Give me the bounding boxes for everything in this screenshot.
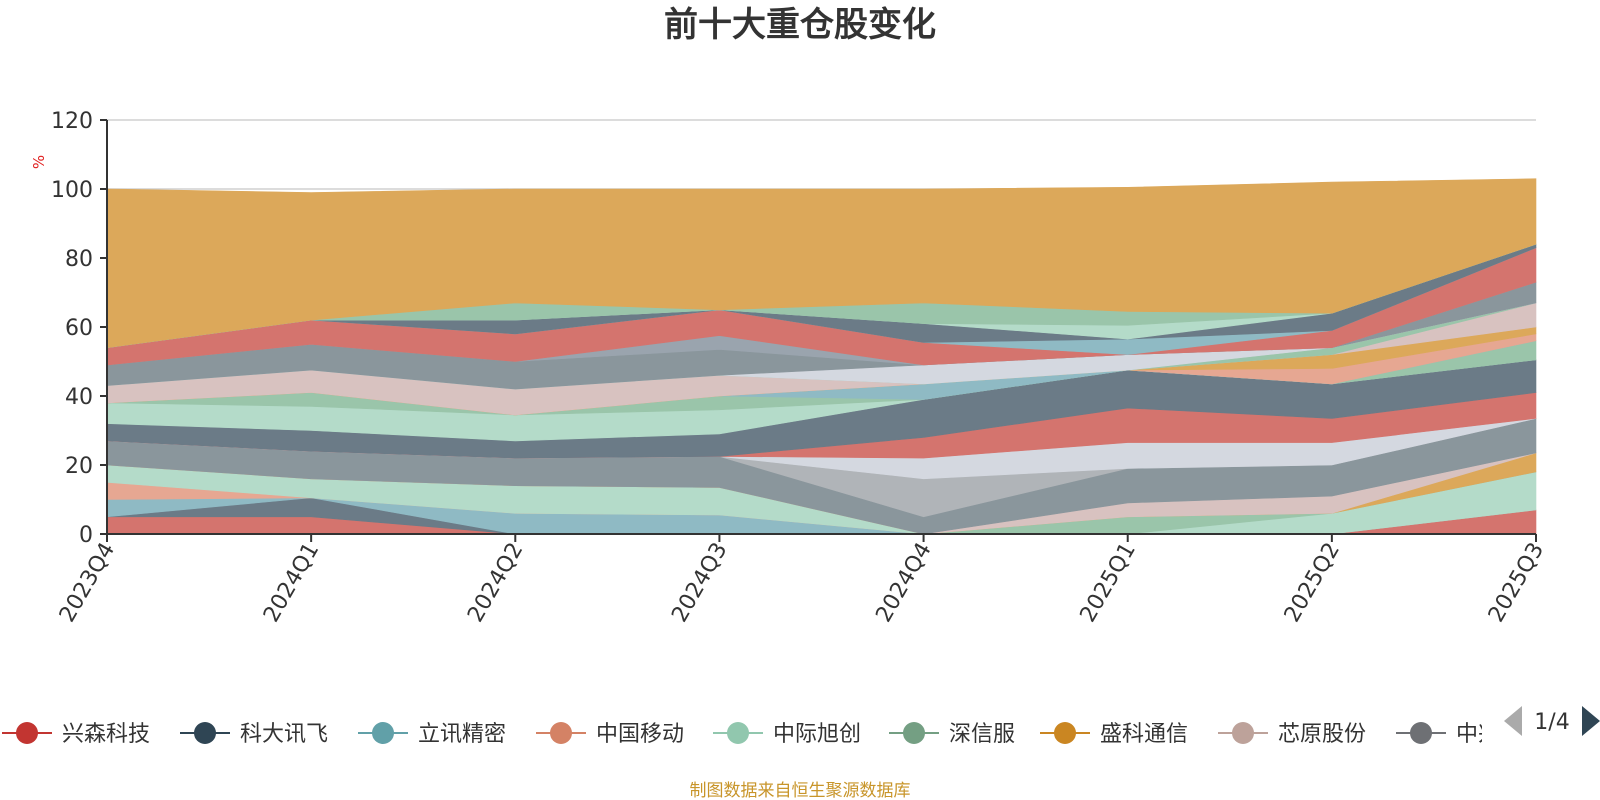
- x-tick-label: 2025Q1: [1076, 539, 1141, 627]
- y-tick-label: 80: [65, 247, 93, 272]
- legend-pager[interactable]: 1/4: [1504, 706, 1600, 736]
- area-layers: [106, 178, 1537, 535]
- legend-marker: [372, 722, 394, 744]
- y-tick-label: 40: [65, 385, 93, 410]
- legend-item[interactable]: 中国移动: [536, 722, 684, 747]
- legend-label: 中国移动: [596, 722, 684, 747]
- y-tick-label: 0: [79, 523, 93, 548]
- y-axis-unit: %: [30, 155, 48, 169]
- legend-label: 盛科通信: [1100, 722, 1188, 747]
- legend-item[interactable]: 兴森科技: [2, 722, 150, 747]
- legend-next-arrow-icon[interactable]: [1582, 706, 1600, 736]
- legend-item[interactable]: 科大讯飞: [180, 722, 328, 747]
- area-layer-28: [106, 178, 1537, 349]
- legend-marker: [1232, 722, 1254, 744]
- x-tick-label: 2023Q4: [55, 539, 120, 627]
- x-tick-label: 2024Q3: [667, 539, 732, 627]
- legend-item[interactable]: 中际旭创: [713, 722, 861, 747]
- x-tick-label: 2025Q3: [1484, 539, 1549, 627]
- legend-item[interactable]: 盛科通信: [1040, 722, 1188, 747]
- x-tick-label: 2025Q2: [1280, 539, 1345, 627]
- y-tick-label: 20: [65, 454, 93, 479]
- legend-item[interactable]: 立讯精密: [358, 722, 506, 747]
- legend-label: 科大讯飞: [240, 722, 328, 747]
- y-tick-label: 60: [65, 316, 93, 341]
- x-tick-labels: 2023Q4 2024Q1 2024Q2 2024Q3 2024Q4 2025Q1 2025…: [55, 539, 1549, 627]
- legend-marker: [16, 722, 38, 744]
- legend-marker: [903, 722, 925, 744]
- data-source-note: 制图数据来自恒生聚源数据库: [690, 781, 911, 800]
- legend-page-indicator: 1/4: [1534, 710, 1569, 735]
- legend-label: 芯原股份: [1278, 722, 1366, 747]
- y-tick-label: 100: [51, 178, 93, 203]
- legend-prev-arrow-icon[interactable]: [1504, 706, 1522, 736]
- legend-marker: [194, 722, 216, 744]
- legend-marker: [727, 722, 749, 744]
- x-tick-label: 2024Q4: [871, 539, 936, 627]
- legend-label: 深信服: [949, 722, 1015, 747]
- chart-title: 前十大重仓股变化: [664, 5, 936, 45]
- legend-marker: [1410, 722, 1432, 744]
- legend-item[interactable]: 中兴: [1396, 722, 1500, 747]
- legend-item[interactable]: 深信服: [889, 722, 1015, 747]
- axes: [100, 119, 1537, 542]
- legend-label: 中兴: [1456, 722, 1500, 747]
- x-tick-label: 2024Q1: [259, 539, 324, 627]
- legend-label: 立讯精密: [418, 722, 506, 747]
- legend-item[interactable]: 芯原股份: [1218, 722, 1366, 747]
- legend-marker: [550, 722, 572, 744]
- legend-marker: [1054, 722, 1076, 744]
- legend[interactable]: 兴森科技 科大讯飞 立讯精密 中国移动 中际旭创 深信服 盛科通信 芯原股份 中兴: [2, 722, 1500, 747]
- x-tick-label: 2024Q2: [463, 539, 528, 627]
- legend-label: 兴森科技: [62, 722, 150, 747]
- legend-label: 中际旭创: [773, 722, 861, 747]
- y-tick-label: 120: [51, 109, 93, 134]
- y-tick-labels: 0 20 40 60 80 100 120: [51, 109, 93, 548]
